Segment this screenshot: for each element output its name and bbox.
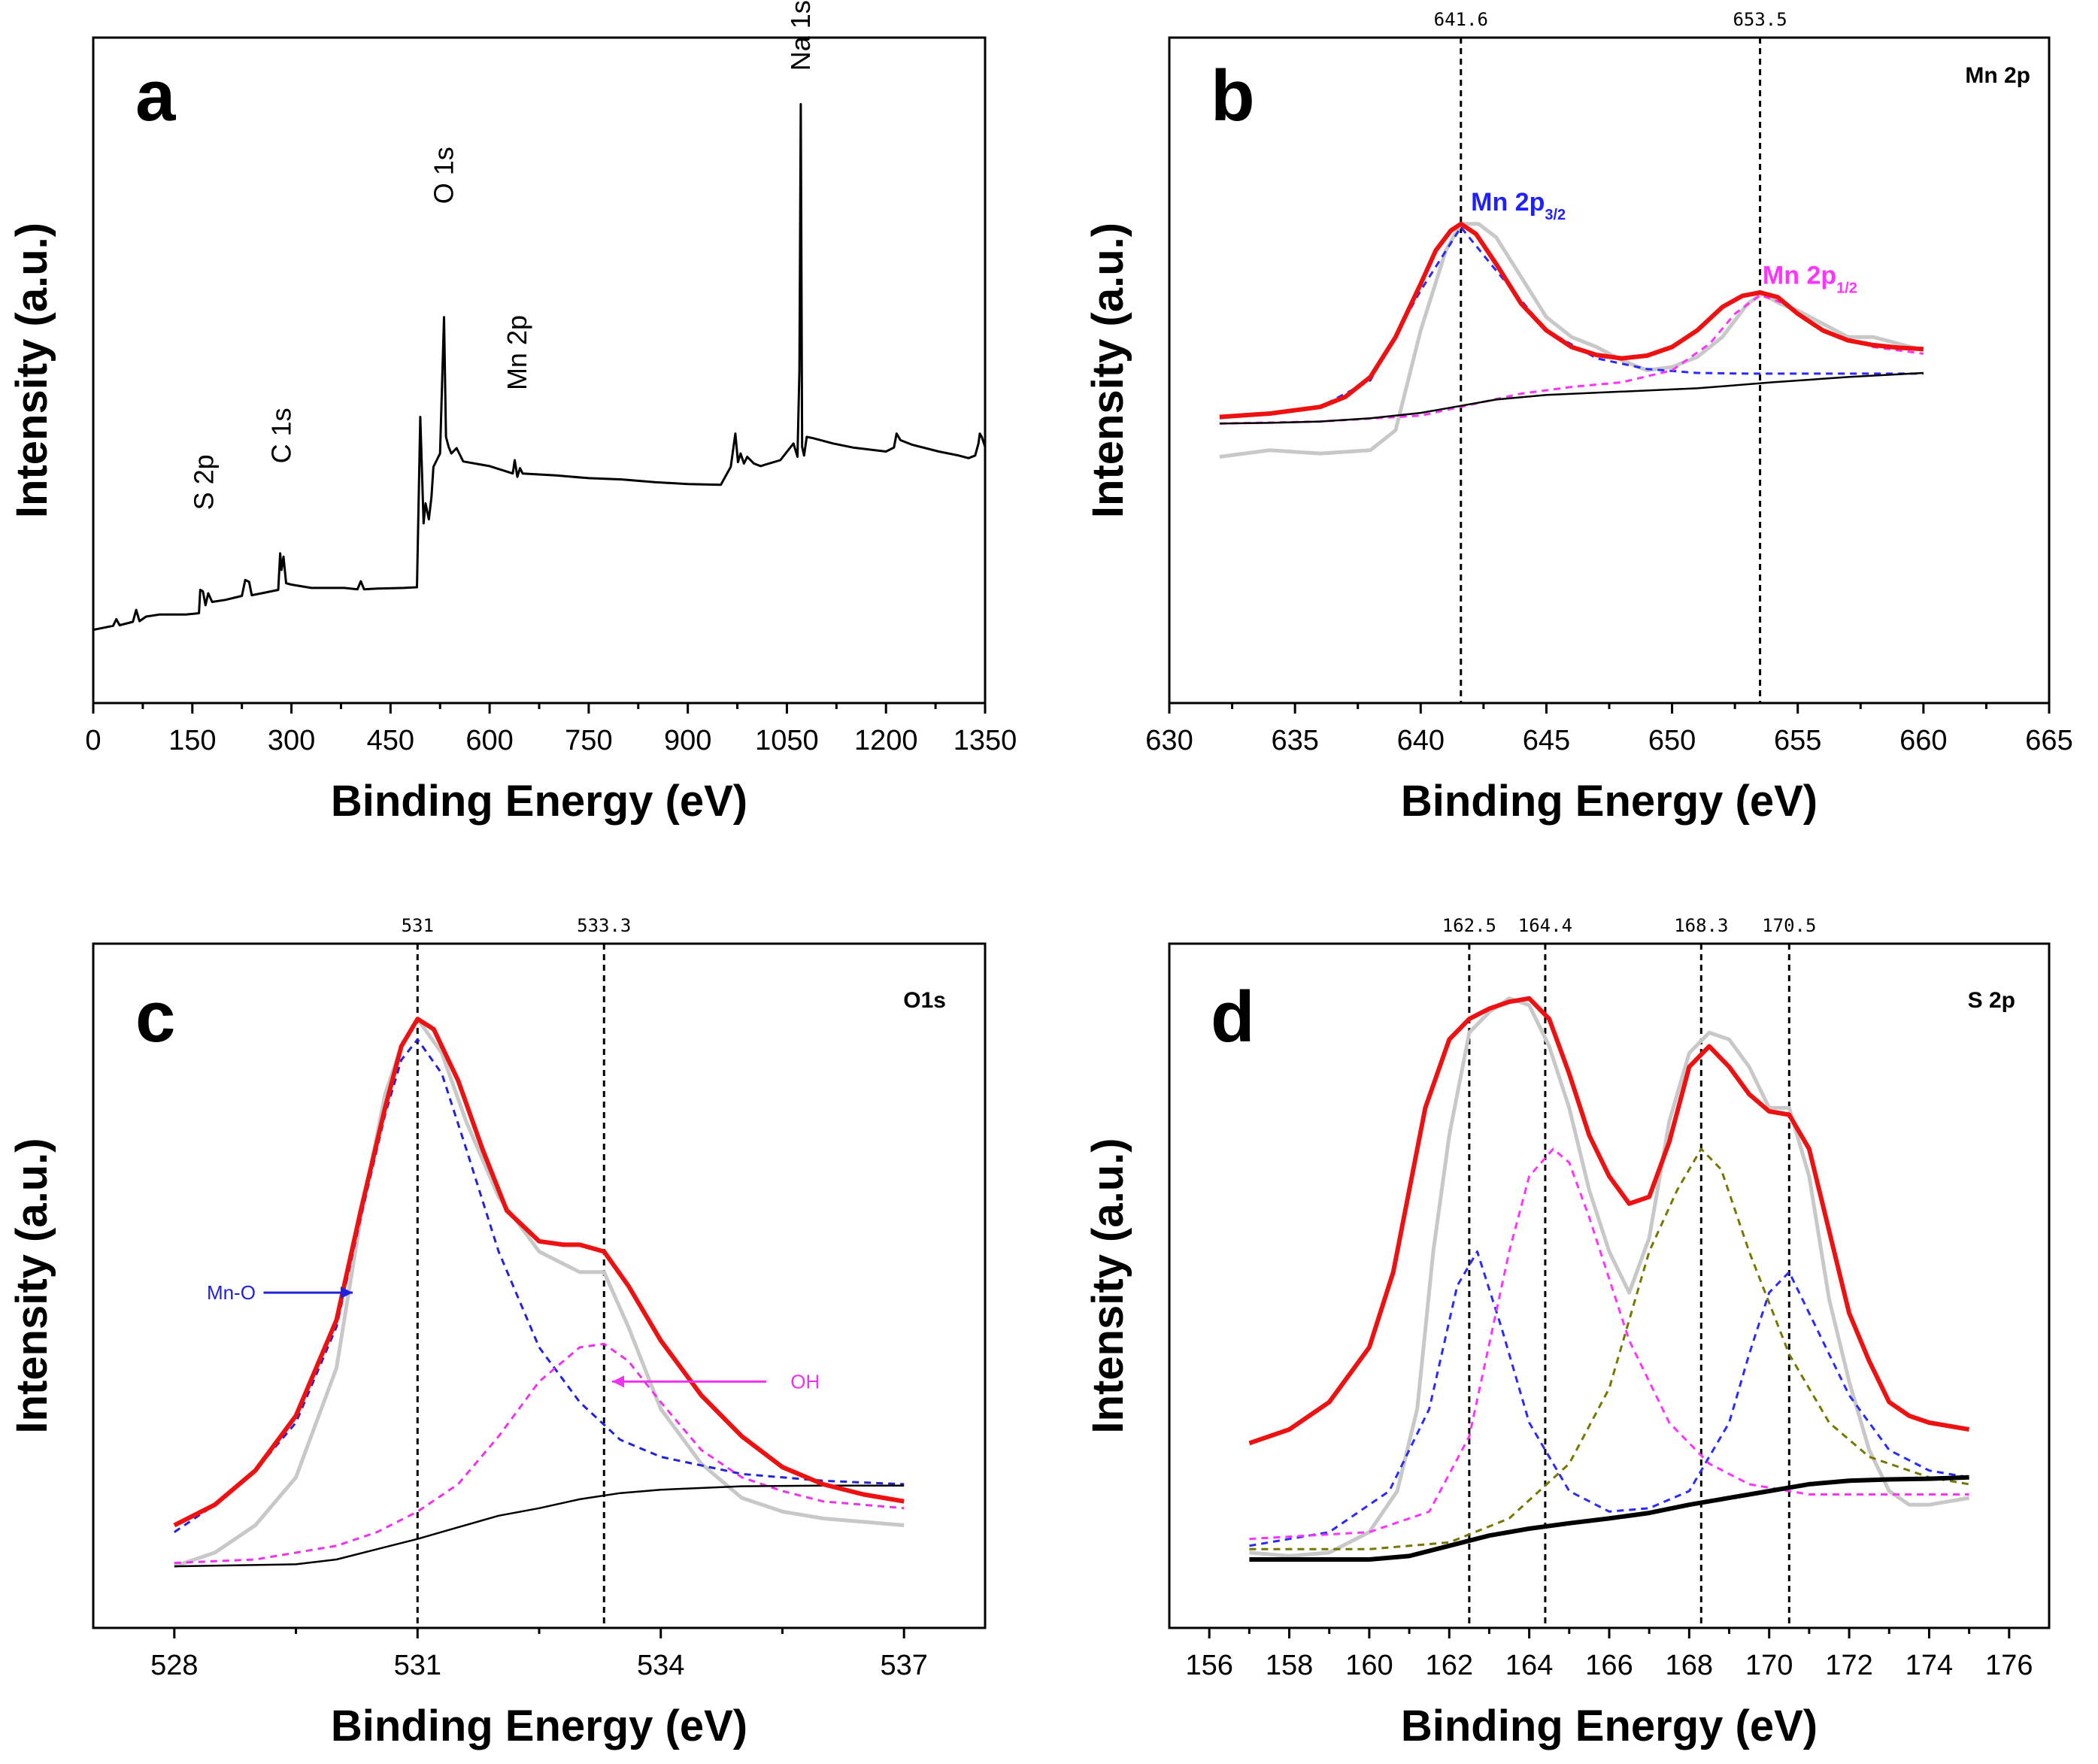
x-tick-label: 1200 [854, 725, 918, 756]
x-tick-label: 531 [394, 1650, 441, 1681]
panel-a: a Intensity (a.u.) Binding Energy (eV) 0 150… [8, 0, 1017, 826]
x-tick-label: 650 [1648, 725, 1696, 756]
x-tick-label: 158 [1266, 1650, 1313, 1681]
plot-frame [1168, 36, 2051, 705]
x-tick-label: 1350 [953, 725, 1017, 756]
x-tick-label: 1050 [755, 725, 819, 756]
series-envelope [1248, 996, 1970, 1446]
x-tick-label: 176 [1985, 1650, 2033, 1681]
panel-d: d Intensity (a.u.) Binding Energy (eV) 156 1… [1084, 915, 2051, 1750]
x-tick-label: 665 [2025, 725, 2072, 756]
reference-line-label: 533.3 [577, 915, 631, 936]
series-s-2p-162-5-fit [1249, 1250, 1969, 1547]
x-tick-label: 900 [664, 725, 711, 756]
arrowhead [612, 1375, 625, 1388]
x-tick-label: 300 [268, 725, 315, 756]
y-axis-title: Intensity (a.u.) [1084, 223, 1132, 518]
x-tick-label: 750 [565, 725, 612, 756]
x-tick-label: 635 [1271, 725, 1318, 756]
series-raw [1249, 996, 1970, 1558]
panel-letter: b [1211, 56, 1255, 136]
series-envelope [1219, 221, 1924, 420]
panel-letter: a [135, 56, 176, 136]
x-tick-label: 168 [1666, 1650, 1713, 1681]
peak-annotation: Mn 2p3/2 [1471, 188, 1566, 223]
x-tick-label: 655 [1774, 725, 1821, 756]
reference-line-label: 170.5 [1762, 915, 1816, 936]
series-s-2p-168-3-fit [1249, 1147, 1969, 1550]
x-tick-label: 166 [1585, 1650, 1633, 1681]
reference-line-label: 162.5 [1442, 915, 1496, 936]
series-raw [1219, 222, 1924, 459]
x-tick-label: 0 [85, 725, 101, 756]
arrowhead [341, 1287, 353, 1299]
spectrum-tag: Mn 2p [1965, 63, 2030, 88]
x-tick-label: 537 [880, 1650, 927, 1681]
peak-annotation: OH [790, 1370, 820, 1393]
spectrum-tag: O1s [903, 988, 946, 1013]
series-background [174, 1484, 905, 1568]
peak-annotation: Mn-O [207, 1281, 256, 1304]
panel-letter: d [1211, 977, 1255, 1057]
series-raw [174, 1017, 905, 1569]
peak-label: Mn 2p [502, 315, 532, 390]
x-tick-label: 645 [1523, 725, 1570, 756]
panel-c: c Intensity (a.u.) Binding Energy (eV) 528 5… [8, 915, 987, 1750]
reference-line-label: 641.6 [1434, 9, 1488, 30]
plot-frame [92, 36, 987, 705]
x-tick-label: 150 [168, 725, 216, 756]
annotation-subscript: 3/2 [1545, 207, 1566, 223]
panel-b: b Intensity (a.u.) Binding Energy (eV) 630 6… [1084, 9, 2073, 826]
x-tick-label: 528 [150, 1650, 198, 1681]
x-tick-label: 640 [1397, 725, 1445, 756]
peak-label: S 2p [189, 454, 220, 510]
panel-letter: c [135, 977, 175, 1057]
series-oh-fit [174, 1342, 905, 1565]
x-tick-label: 630 [1145, 725, 1193, 756]
peak-label: Na 1s [785, 0, 816, 71]
x-tick-label: 660 [1899, 725, 1947, 756]
x-tick-label: 172 [1825, 1650, 1872, 1681]
y-axis-title: Intensity (a.u.) [8, 1138, 56, 1433]
reference-line-label: 653.5 [1733, 9, 1787, 30]
x-tick-label: 164 [1505, 1650, 1553, 1681]
y-axis-title: Intensity (a.u.) [1084, 1138, 1132, 1433]
annotation-text: Mn 2p [1763, 261, 1836, 289]
x-tick-label: 156 [1185, 1650, 1232, 1681]
series-envelope [173, 1017, 905, 1528]
reference-line-label: 164.4 [1518, 915, 1572, 936]
x-tick-label: 170 [1745, 1650, 1793, 1681]
series-background [1249, 1475, 1969, 1562]
x-tick-label: 162 [1426, 1650, 1473, 1681]
annotation-subscript: 1/2 [1836, 280, 1857, 296]
series-mn-o-fit [173, 1038, 905, 1533]
reference-line-label: 168.3 [1674, 915, 1728, 936]
y-axis-title: Intensity (a.u.) [8, 223, 56, 518]
x-tick-label: 600 [465, 725, 513, 756]
series-survey [92, 103, 987, 632]
x-axis-title: Binding Energy (eV) [331, 1702, 747, 1750]
x-tick-label: 160 [1345, 1650, 1393, 1681]
peak-annotation: Mn 2p1/2 [1763, 261, 1857, 296]
x-tick-label: 534 [637, 1650, 684, 1681]
plot-frame [1168, 942, 2051, 1629]
annotation-text: Mn 2p [1471, 188, 1545, 217]
x-tick-label: 450 [367, 725, 414, 756]
spectrum-tag: S 2p [1968, 988, 2015, 1013]
reference-line-label: 531 [402, 915, 434, 936]
peak-label: O 1s [428, 147, 459, 204]
x-tick-label: 174 [1905, 1650, 1953, 1681]
peak-label: C 1s [265, 408, 296, 463]
x-axis-title: Binding Energy (eV) [1401, 1702, 1818, 1750]
series-background [1219, 371, 1924, 425]
x-axis-title: Binding Energy (eV) [331, 777, 747, 826]
x-axis-title: Binding Energy (eV) [1401, 777, 1818, 826]
